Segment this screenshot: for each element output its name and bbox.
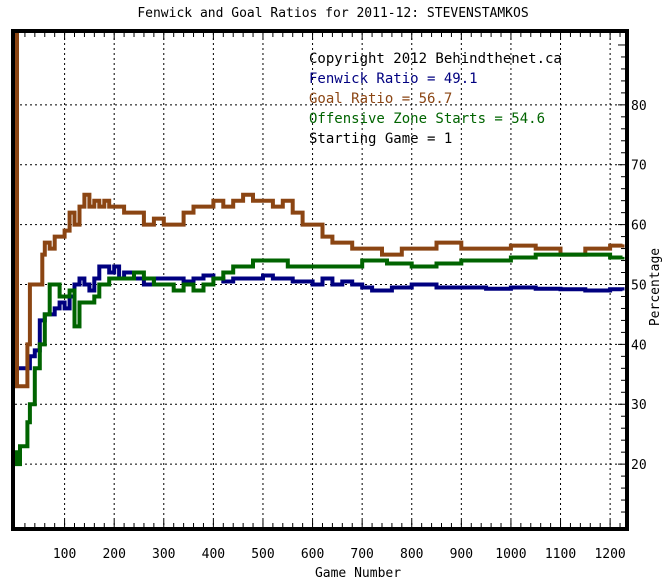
x-tick-label: 300 — [152, 547, 175, 562]
x-tick-label: 600 — [301, 547, 324, 562]
y-tick-label: 20 — [631, 458, 647, 473]
annotation-line-5: Starting Game = 1 — [309, 131, 452, 147]
x-tick-label: 100 — [53, 547, 76, 562]
annotation-line-2: Fenwick Ratio = 49.1 — [309, 71, 478, 87]
series-line-3 — [14, 252, 625, 467]
x-tick-label: 500 — [251, 547, 274, 562]
x-tick-label: 800 — [400, 547, 423, 562]
annotation-layer: Copyright 2012 Behindthenet.ca Fenwick Ra… — [309, 51, 562, 147]
x-tick-label: 700 — [350, 547, 373, 562]
series-line-1 — [15, 264, 625, 371]
y-tick-label: 50 — [631, 278, 647, 293]
annotation-line-4: Offensive Zone Starts = 54.6 — [309, 111, 545, 127]
y-tick-label: 70 — [631, 159, 647, 174]
x-tick-label: 200 — [102, 547, 125, 562]
y-tick-label: 80 — [631, 99, 647, 114]
x-axis-label: Game Number — [315, 566, 401, 580]
x-tick-label: 1200 — [594, 547, 625, 562]
plot-frame — [11, 29, 629, 531]
annotation-line-1: Copyright 2012 Behindthenet.ca — [309, 51, 562, 67]
x-tick-label: 1000 — [495, 547, 526, 562]
annotation-line-3: Goal Ratio = 56.7 — [309, 91, 452, 107]
tick-layer: 100 200 300 400 500 600 700 800 900 1000 1100 1200 2… — [24, 33, 647, 562]
x-tick-label: 1100 — [545, 547, 576, 562]
x-tick-label: 400 — [202, 547, 225, 562]
chart-title: Fenwick and Goal Ratios for 2011-12: STE… — [137, 6, 528, 21]
y-axis-label: Percentage — [648, 248, 663, 326]
series-line-2 — [15, 31, 625, 389]
x-tick-label: 900 — [450, 547, 473, 562]
y-tick-label: 40 — [631, 338, 647, 353]
y-tick-label: 60 — [631, 219, 647, 234]
series-layer — [14, 31, 625, 467]
y-tick-label: 30 — [631, 398, 647, 413]
